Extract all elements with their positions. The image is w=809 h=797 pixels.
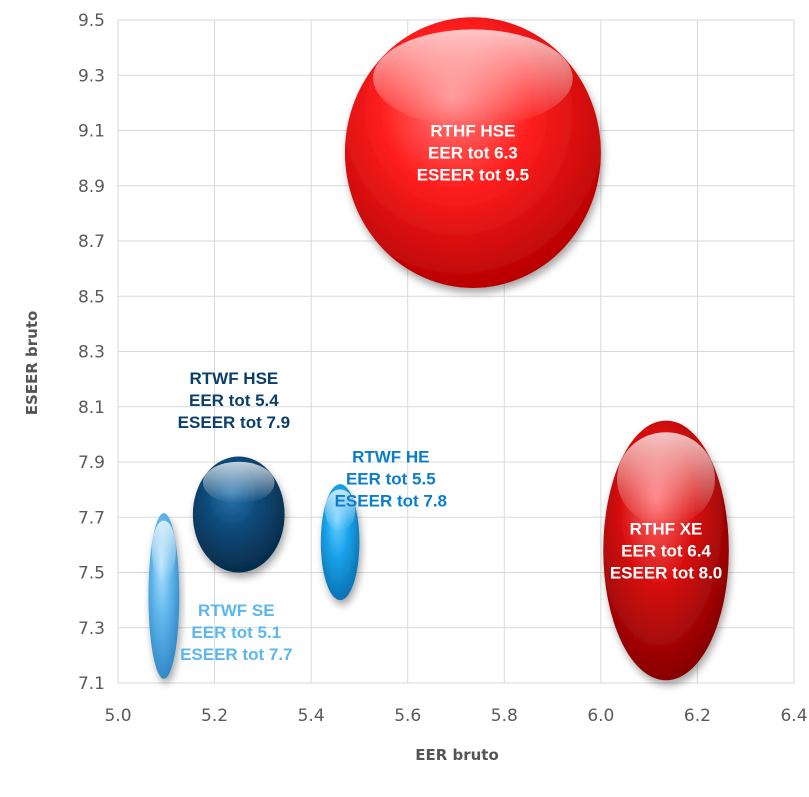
bubble-label-line: RTHF XE (630, 519, 703, 538)
x-tick-label: 5.6 (394, 706, 421, 726)
bubble-label-line: EER tot 6.4 (621, 541, 711, 560)
bubble-label-rtwf-hse: RTWF HSE EER tot 5.4 ESEER tot 7.9 (178, 369, 290, 432)
bubble-rtwf-se-highlight (151, 520, 176, 581)
bubble-labels: RTHF HSE EER tot 6.3 ESEER tot 9.5 RTHF XE E… (178, 122, 723, 664)
y-tick-label: 9.5 (78, 11, 105, 31)
y-tick-label: 9.1 (78, 122, 105, 142)
bubble-label-line: EER tot 5.4 (189, 391, 279, 410)
bubble-label-rtwf-se: RTWF SE EER tot 5.1 ESEER tot 7.7 (180, 601, 292, 664)
bubble-rtwf-he-highlight (325, 489, 356, 532)
y-tick-label: 7.9 (78, 453, 105, 473)
bubbles (148, 17, 729, 681)
y-tick-label: 8.9 (78, 177, 105, 197)
bubble-rthf-hse-highlight (373, 29, 573, 127)
bubble-label-rthf-hse: RTHF HSE EER tot 6.3 ESEER tot 9.5 (417, 122, 529, 185)
y-tick-label: 8.5 (78, 287, 105, 307)
bubble-label-line: EER tot 5.5 (346, 470, 436, 489)
x-tick-label: 6.0 (587, 706, 614, 726)
bubble-rthf-hse (344, 17, 601, 288)
y-tick-label: 9.3 (78, 66, 105, 86)
bubble-label-line: EER tot 6.3 (428, 144, 518, 163)
bubble-rtwf-hse (192, 456, 285, 573)
y-tick-label: 8.1 (78, 398, 105, 418)
x-tick-label: 5.8 (491, 706, 518, 726)
y-tick-label: 8.3 (78, 343, 105, 363)
y-tick-label: 7.7 (78, 508, 105, 528)
bubble-label-rthf-xe: RTHF XE EER tot 6.4 ESEER tot 8.0 (610, 519, 722, 582)
y-tick-label: 8.7 (78, 232, 105, 252)
y-tick-label: 7.1 (78, 674, 105, 694)
y-tick-label: 7.5 (78, 564, 105, 584)
bubble-label-line: RTWF HE (352, 448, 429, 467)
y-axis-title: ESEER bruto (23, 311, 41, 416)
bubble-label-line: RTHF HSE (430, 122, 515, 141)
tick-labels: 5.0 5.2 5.4 5.6 5.8 6.0 6.2 6.4 7.1 7.3 7.5 7.7 7.9 8… (78, 11, 808, 726)
bubble-label-line: RTWF SE (198, 601, 275, 620)
bubble-label-line: ESEER tot 8.0 (610, 563, 722, 582)
x-tick-label: 6.2 (684, 706, 711, 726)
bubble-label-line: ESEER tot 7.8 (335, 492, 447, 511)
bubble-rthf-xe (603, 420, 729, 681)
y-tick-label: 7.3 (78, 619, 105, 639)
bubble-label-line: ESEER tot 9.5 (417, 166, 529, 185)
bubble-rtwf-he (320, 484, 360, 601)
x-tick-label: 6.4 (780, 706, 807, 726)
x-tick-label: 5.0 (104, 706, 131, 726)
bubble-label-line: RTWF HSE (189, 369, 278, 388)
x-axis-title: EER bruto (415, 746, 499, 764)
bubble-rtwf-hse-highlight (202, 461, 275, 504)
x-tick-label: 5.2 (201, 706, 228, 726)
bubble-rthf-xe-highlight (617, 432, 716, 526)
bubble-rtwf-se (148, 513, 180, 679)
bubble-label-line: EER tot 5.1 (191, 623, 281, 642)
bubble-label-line: ESEER tot 7.7 (180, 645, 292, 664)
bubble-label-line: ESEER tot 7.9 (178, 413, 290, 432)
x-tick-label: 5.4 (298, 706, 325, 726)
bubble-label-rtwf-he: RTWF HE EER tot 5.5 ESEER tot 7.8 (335, 448, 447, 511)
